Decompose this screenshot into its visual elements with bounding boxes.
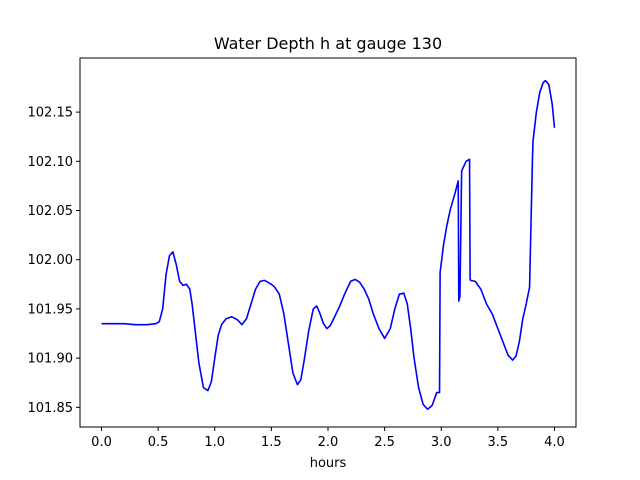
x-axis: 0.0 0.5 1.0 1.5 2.0 2.5 3.0 3.5 4.0 — [91, 427, 565, 450]
y-tick-label: 102.15 — [28, 106, 74, 121]
x-tick-label: 2.0 — [318, 435, 339, 450]
x-tick-label: 3.0 — [431, 435, 452, 450]
y-tick-label: 101.85 — [28, 401, 74, 416]
y-tick-label: 102.05 — [28, 204, 74, 219]
y-tick-label: 102.00 — [28, 253, 74, 268]
y-axis: 101.85 101.90 101.95 102.00 102.05 102.10 102.… — [28, 106, 80, 416]
x-tick-label: 4.0 — [544, 435, 565, 450]
x-tick-label: 1.0 — [204, 435, 225, 450]
chart-title: Water Depth h at gauge 130 — [214, 34, 442, 53]
series-line-0 — [101, 79, 556, 411]
x-tick-label: 2.5 — [374, 435, 395, 450]
x-tick-label: 3.5 — [488, 435, 509, 450]
x-tick-label: 1.5 — [261, 435, 282, 450]
x-axis-label: hours — [310, 456, 347, 471]
x-tick-label: 0.0 — [91, 435, 112, 450]
plot-area — [101, 79, 556, 411]
y-tick-label: 101.90 — [28, 352, 74, 367]
y-tick-label: 102.10 — [28, 155, 74, 170]
y-tick-label: 101.95 — [28, 302, 74, 317]
x-tick-label: 0.5 — [148, 435, 169, 450]
